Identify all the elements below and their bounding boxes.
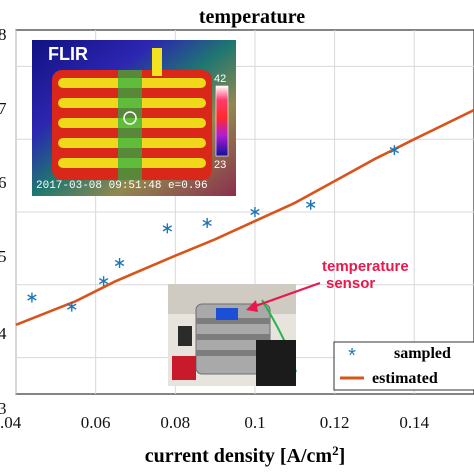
annotation-arrow xyxy=(249,281,321,310)
y-tick-label: 4 xyxy=(0,324,7,343)
x-tick-label: 0.08 xyxy=(160,413,190,432)
y-tick-label: 7 xyxy=(0,99,7,118)
data-series xyxy=(15,108,474,327)
sampled-point xyxy=(389,145,400,156)
thermal-timestamp: 2017-03-08 09:51:48 e=0.96 xyxy=(36,180,208,192)
sensor-clip xyxy=(216,308,238,320)
annotation-line1: temperature xyxy=(322,258,409,275)
x-tick-label: .04 xyxy=(0,413,22,432)
sampled-point xyxy=(67,301,77,312)
x-tick-label: 0.12 xyxy=(320,413,350,432)
scale-max-label: 42 xyxy=(214,73,226,85)
legend-sampled-label: sampled xyxy=(394,345,451,362)
y-tick-label: 5 xyxy=(0,247,7,266)
sampled-point xyxy=(250,207,260,217)
chart-title: temperature xyxy=(199,6,305,28)
thermal-image-inset: FLIR 42 23 2017-03-08 09:51:48 e=0.96 xyxy=(32,40,236,196)
y-tick-label: 6 xyxy=(0,173,7,192)
legend-box xyxy=(333,341,474,391)
sampled-point xyxy=(202,217,212,228)
scale-min-label: 23 xyxy=(214,159,226,171)
sampled-point xyxy=(27,292,37,303)
x-tick-label: 0.1 xyxy=(244,413,265,432)
sampled-point xyxy=(306,199,316,210)
annotation-line2: sensor xyxy=(326,275,375,292)
flir-logo: FLIR xyxy=(48,44,88,64)
estimated-line xyxy=(15,108,474,327)
sensor-annotation: temperature sensor xyxy=(246,258,409,312)
x-axis-title: current density [A/cm2] xyxy=(145,443,346,468)
sensor-photo-inset xyxy=(168,284,297,386)
crosshair-icon xyxy=(123,111,137,125)
y-tick-label: 8 xyxy=(0,25,7,44)
x-tick-labels: .04 0.06 0.08 0.1 0.12 0.14 xyxy=(0,413,430,432)
sampled-point xyxy=(114,257,125,268)
x-tick-label: 0.06 xyxy=(81,413,111,432)
x-tick-label: 0.14 xyxy=(399,413,429,432)
legend-sampled-marker: * xyxy=(348,345,356,367)
legend: * sampled estimated xyxy=(333,341,474,391)
sampled-point xyxy=(98,276,109,287)
y-tick-label: 3 xyxy=(0,399,7,418)
y-tick-labels: 3 4 5 6 7 8 xyxy=(0,25,7,418)
legend-estimated-label: estimated xyxy=(372,370,438,387)
sampled-point xyxy=(162,223,173,234)
temperature-scale-bar xyxy=(215,85,229,157)
